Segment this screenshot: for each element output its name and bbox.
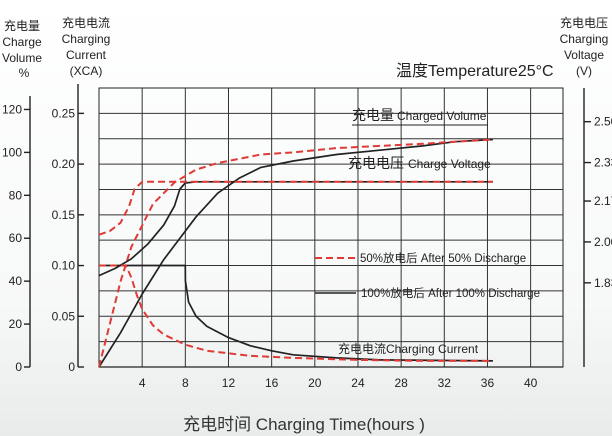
volume-axis-title-line: 充电量 xyxy=(4,18,40,33)
legend-label: 50%放电后 After 50% Discharge xyxy=(360,251,526,265)
current-tick-label: 0.10 xyxy=(52,259,76,273)
x-tick-label: 8 xyxy=(182,376,189,390)
svg-text:充电电流Charging Current: 充电电流Charging Current xyxy=(338,341,479,356)
voltage-tick-label: 2.00 xyxy=(594,235,612,249)
volume-axis-title-line: % xyxy=(19,66,30,80)
x-tick-label: 4 xyxy=(139,376,146,390)
voltage-tick-label: 1.83 xyxy=(594,276,612,290)
current-axis-title-line: Current xyxy=(66,48,107,62)
current-axis-title: 充电电流 Charging Current (XCA) xyxy=(62,15,111,78)
current-tick-label: 0.20 xyxy=(52,157,76,171)
legend-label: 100%放电后 After 100% Discharge xyxy=(361,286,540,300)
x-tick-label: 28 xyxy=(394,376,408,390)
annotation-en: Charge Voltage xyxy=(408,157,491,171)
voltage-axis-title-line: (V) xyxy=(576,64,592,78)
current-tick-label: 0.05 xyxy=(52,309,76,323)
voltage-tick-label: 2.33 xyxy=(594,156,612,170)
volume-tick-label: 0 xyxy=(15,360,22,374)
temperature-label: 温度Temperature25°C xyxy=(396,62,554,80)
x-tick-label: 24 xyxy=(351,376,365,390)
voltage-axis-title-line: Charging xyxy=(560,32,609,46)
annotation-en: Charging Current xyxy=(386,342,479,356)
x-tick-label: 32 xyxy=(438,376,452,390)
series-line xyxy=(98,138,493,368)
annotation-charging-current: 充电电流Charging Current xyxy=(338,341,479,356)
grid xyxy=(98,87,564,368)
current-tick-label: 0 xyxy=(68,360,75,374)
annotation-charge-voltage: 充电电压 Charge Voltage xyxy=(348,155,491,171)
axes xyxy=(24,84,591,368)
x-axis-title: 充电时间 Charging Time(hours ) xyxy=(183,415,425,434)
annotation-charged-volume: 充电量 Charged Volume xyxy=(352,107,488,126)
voltage-axis-title-line: Voltage xyxy=(564,48,604,62)
voltage-axis-title-line: 充电电压 xyxy=(560,15,608,30)
x-tick-label: 40 xyxy=(524,376,538,390)
series xyxy=(98,138,493,368)
x-tick-label: 12 xyxy=(222,376,236,390)
voltage-tick-label: 2.50 xyxy=(594,115,612,129)
legend: 50%放电后 After 50% Discharge 100%放电后 After… xyxy=(315,251,540,300)
annotation-cn: 充电量 xyxy=(352,107,394,123)
x-tick-label: 16 xyxy=(265,376,279,390)
current-axis-title-line: (XCA) xyxy=(70,64,103,78)
x-tick-label: 36 xyxy=(481,376,495,390)
x-tick-label: 20 xyxy=(308,376,322,390)
tick-labels: 0 20 40 60 80 100 120 0 0.05 0.10 0.15 0.20 0.25 1.83… xyxy=(2,102,612,390)
voltage-tick-label: 2.17 xyxy=(594,194,612,208)
volume-tick-label: 120 xyxy=(2,102,22,116)
volume-tick-label: 60 xyxy=(9,231,23,245)
volume-axis-title-line: Volume xyxy=(2,51,42,65)
volume-tick-label: 80 xyxy=(9,188,23,202)
volume-axis-title-line: Charge xyxy=(2,35,42,49)
current-axis-title-line: Charging xyxy=(62,32,111,46)
annotation-en: Charged Volume xyxy=(397,109,487,123)
volume-axis-title: 充电量 Charge Volume % xyxy=(2,18,42,80)
volume-tick-label: 40 xyxy=(9,274,23,288)
volume-tick-label: 20 xyxy=(9,317,23,331)
annotation-cn: 充电电流 xyxy=(338,341,386,356)
voltage-axis-title: 充电电压 Charging Voltage (V) xyxy=(560,15,609,78)
current-tick-label: 0.15 xyxy=(52,208,76,222)
current-tick-label: 0.25 xyxy=(52,106,76,120)
annotation-cn: 充电电压 xyxy=(348,155,404,171)
plot-frame xyxy=(98,87,564,368)
series-line xyxy=(98,138,493,368)
series-line xyxy=(98,180,493,236)
volume-tick-label: 100 xyxy=(2,145,22,159)
series-line xyxy=(99,264,493,362)
current-axis-title-line: 充电电流 xyxy=(62,15,110,30)
